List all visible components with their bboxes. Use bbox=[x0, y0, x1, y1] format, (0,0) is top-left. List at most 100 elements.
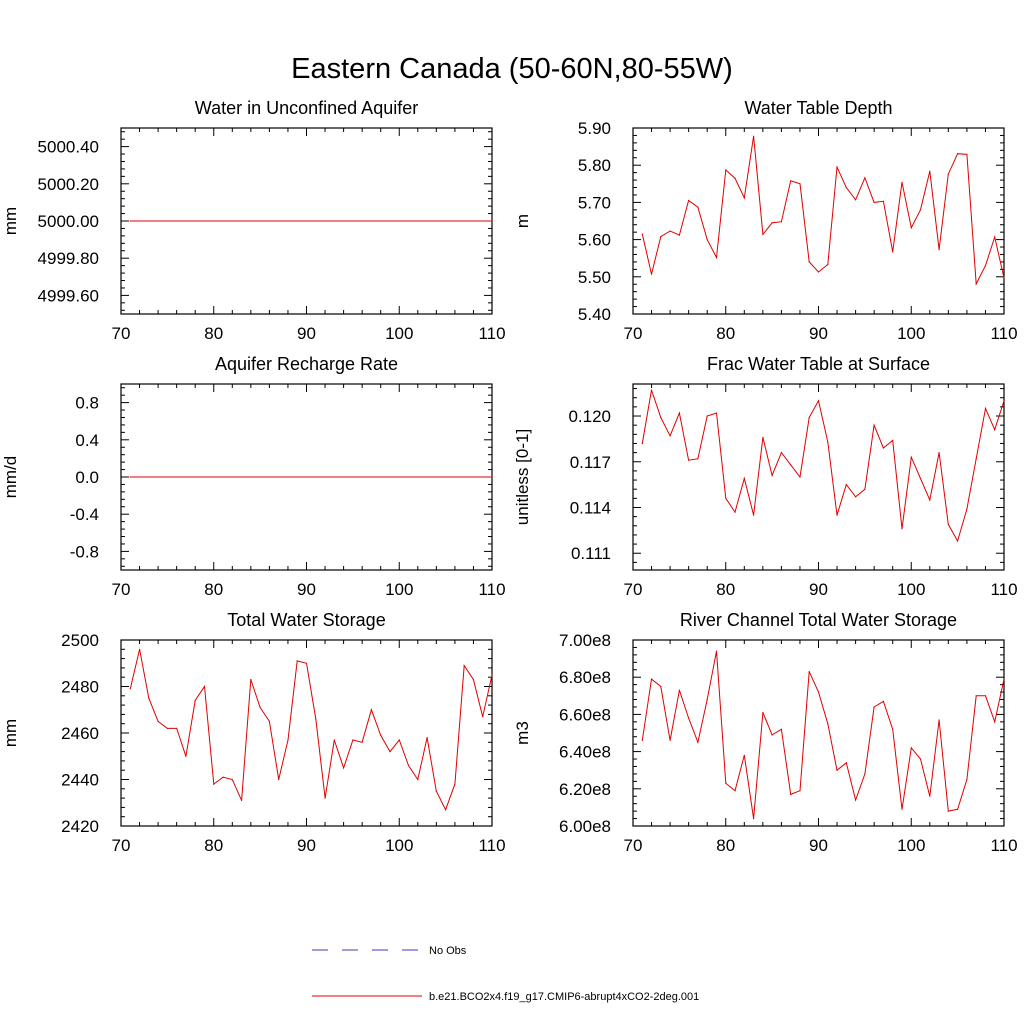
x-tick-label: 70 bbox=[112, 836, 131, 855]
data-point bbox=[808, 261, 810, 263]
data-point bbox=[817, 271, 820, 273]
data-point bbox=[305, 662, 308, 664]
data-point bbox=[771, 474, 773, 477]
x-tick-label: 90 bbox=[297, 324, 316, 343]
data-point bbox=[994, 721, 996, 723]
data-point bbox=[491, 220, 493, 222]
data-point bbox=[836, 166, 838, 168]
data-point bbox=[799, 183, 801, 185]
y-tick-label: 0.111 bbox=[571, 544, 611, 563]
panel-aquifer-recharge-rate: Aquifer Recharge Rate 70 80 90 100 110 -0.8 -0.… bbox=[1, 354, 506, 599]
y-tick-label: 7.00e8 bbox=[559, 631, 611, 650]
data-point bbox=[753, 818, 755, 820]
y-tick-label: 6.60e8 bbox=[559, 705, 611, 724]
data-point bbox=[398, 739, 400, 741]
figure-title: Eastern Canada (50-60N,80-55W) bbox=[291, 53, 733, 85]
data-point bbox=[882, 700, 885, 703]
x-tick-label: 80 bbox=[204, 836, 223, 855]
data-point bbox=[892, 728, 894, 730]
y-tick-label: 0.117 bbox=[570, 453, 611, 472]
data-point bbox=[688, 717, 690, 719]
data-point bbox=[268, 720, 270, 723]
data-point bbox=[753, 514, 755, 516]
data-point bbox=[435, 790, 437, 792]
data-point bbox=[855, 496, 857, 498]
data-point bbox=[641, 739, 643, 742]
data-point bbox=[994, 236, 996, 238]
y-tick-label: 5.40 bbox=[578, 305, 611, 324]
data-point bbox=[975, 458, 977, 460]
data-point bbox=[324, 797, 326, 799]
data-point bbox=[836, 769, 838, 771]
x-tick-label: 80 bbox=[716, 580, 735, 599]
data-point bbox=[250, 678, 252, 681]
data-point bbox=[176, 727, 178, 730]
data-point bbox=[845, 762, 847, 764]
x-tick-label: 90 bbox=[809, 836, 828, 855]
data-point bbox=[706, 415, 708, 417]
panel-title: River Channel Total Water Storage bbox=[680, 610, 957, 630]
panel-water-table-depth: Water Table Depth 70 80 90 100 110 5.40 5.50 5.6… bbox=[513, 98, 1018, 343]
x-tick-label: 70 bbox=[624, 324, 643, 343]
y-tick-label: 4999.80 bbox=[38, 249, 99, 268]
data-point bbox=[827, 263, 829, 266]
data-point bbox=[827, 723, 829, 725]
y-tick-label: -0.4 bbox=[70, 505, 99, 524]
x-tick-label: 80 bbox=[204, 324, 223, 343]
data-point bbox=[743, 477, 745, 480]
data-point bbox=[947, 173, 949, 175]
x-tick-label: 80 bbox=[716, 836, 735, 855]
x-tick-label: 80 bbox=[204, 580, 223, 599]
data-point bbox=[148, 697, 150, 699]
data-point bbox=[975, 283, 977, 285]
data-point bbox=[1003, 277, 1005, 279]
x-tick-label: 90 bbox=[809, 324, 828, 343]
y-tick-label: 5000.40 bbox=[38, 138, 99, 157]
data-point bbox=[194, 699, 196, 702]
data-point bbox=[688, 459, 690, 461]
data-point bbox=[697, 206, 699, 208]
y-tick-label: 5.80 bbox=[578, 156, 611, 175]
data-point bbox=[678, 689, 681, 691]
legend-label-no-obs: No Obs bbox=[429, 945, 467, 957]
data-point bbox=[780, 728, 783, 730]
data-point bbox=[491, 476, 493, 478]
data-point bbox=[454, 783, 456, 785]
data-point bbox=[417, 778, 419, 781]
data-point bbox=[873, 424, 875, 426]
legend-label-model-run: b.e21.BCO2x4.f19_g17.CMIP6-abrupt4xCO2-2… bbox=[429, 991, 699, 1003]
data-point bbox=[287, 739, 289, 741]
legend: No Obs b.e21.BCO2x4.f19_g17.CMIP6-abrupt… bbox=[312, 945, 699, 1003]
y-axis-label: mm/d bbox=[1, 456, 20, 499]
data-point bbox=[790, 464, 792, 466]
data-point bbox=[203, 685, 206, 688]
data-point bbox=[984, 695, 987, 697]
data-point bbox=[697, 458, 699, 460]
data-point bbox=[790, 793, 792, 796]
data-point bbox=[650, 273, 653, 275]
data-point bbox=[966, 153, 968, 155]
data-point bbox=[817, 691, 820, 693]
data-point bbox=[808, 671, 810, 673]
y-tick-label: 2440 bbox=[61, 771, 99, 790]
y-tick-label: 5.90 bbox=[578, 119, 611, 138]
data-point bbox=[855, 199, 857, 201]
x-tick-label: 110 bbox=[990, 324, 1017, 343]
y-tick-label: 6.40e8 bbox=[559, 743, 611, 762]
x-tick-label: 110 bbox=[478, 836, 505, 855]
plot-frame bbox=[632, 639, 1005, 827]
panel-title: Water in Unconfined Aquifer bbox=[195, 98, 418, 118]
data-point bbox=[660, 416, 662, 419]
data-point bbox=[799, 790, 801, 792]
data-point bbox=[343, 767, 345, 769]
data-point bbox=[975, 695, 977, 697]
data-point bbox=[901, 808, 903, 810]
data-point bbox=[762, 233, 764, 235]
y-tick-label: 0.0 bbox=[75, 468, 99, 487]
data-point bbox=[678, 412, 681, 414]
x-tick-label: 80 bbox=[716, 324, 735, 343]
data-point bbox=[370, 709, 372, 711]
x-tick-label: 90 bbox=[297, 836, 316, 855]
data-point bbox=[482, 716, 484, 718]
y-axis-label: unitless [0-1] bbox=[513, 429, 532, 525]
